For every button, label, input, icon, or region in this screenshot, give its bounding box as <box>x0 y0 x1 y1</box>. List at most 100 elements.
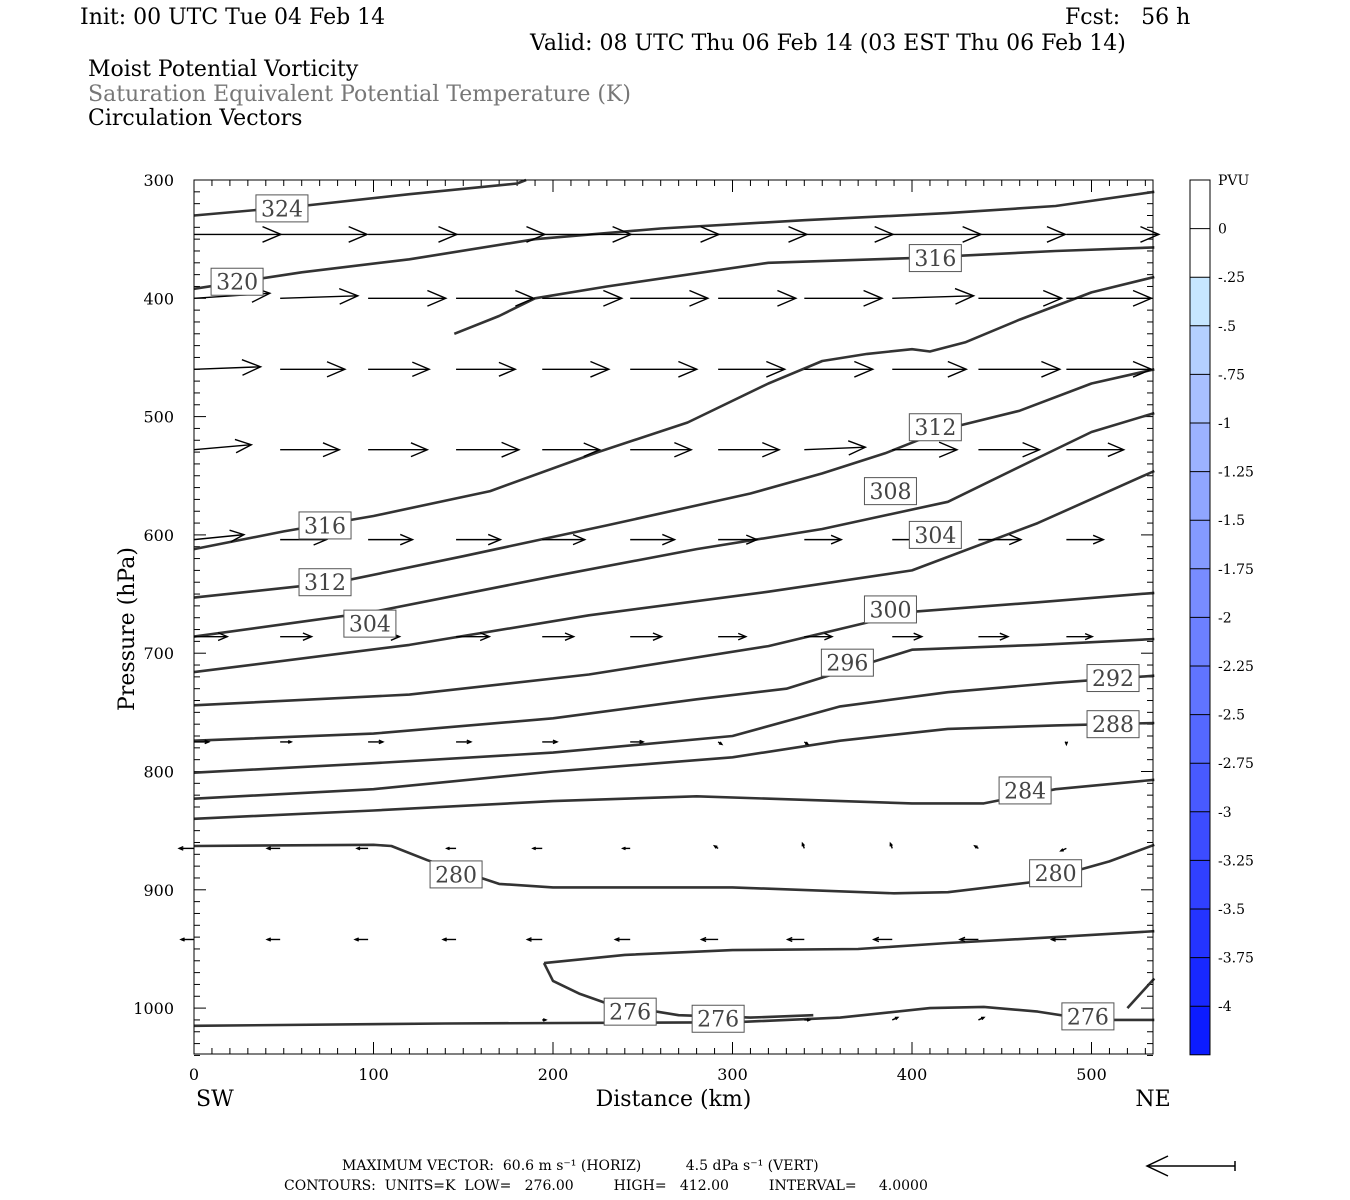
contour-label: 284 <box>1004 779 1046 804</box>
wind-vector <box>368 289 448 307</box>
valid-time: Valid: 08 UTC Thu 06 Feb 14 (03 EST Thu … <box>530 31 1126 56</box>
wind-vector <box>368 533 415 546</box>
wind-vector <box>978 360 1062 378</box>
wind-vector <box>368 442 430 458</box>
wind-vector <box>1066 360 1154 378</box>
wind-vector <box>978 632 1010 641</box>
colorbar-swatch <box>1190 277 1210 326</box>
contour-label: 292 <box>1092 667 1134 692</box>
wind-vector <box>280 442 342 458</box>
wind-vector <box>280 632 314 641</box>
init-time: Init: 00 UTC Tue 04 Feb 14 <box>80 5 386 30</box>
x-tick-label: 400 <box>897 1065 928 1084</box>
contour-label: 316 <box>914 247 956 272</box>
y-tick-label: 400 <box>143 289 174 308</box>
forecast-hour: Fcst: 56 h <box>1065 5 1191 30</box>
reference-vector <box>1145 1155 1236 1177</box>
colorbar-swatch <box>1190 228 1210 278</box>
wind-vector <box>718 289 798 307</box>
wind-vector <box>280 739 294 744</box>
theta-contour-276 <box>193 1005 1155 1028</box>
wind-vector <box>871 936 893 943</box>
wind-vector <box>892 441 959 458</box>
wind-vector <box>630 441 694 458</box>
colorbar-swatch <box>1190 423 1210 472</box>
wind-vector <box>1064 741 1069 747</box>
wind-vector <box>718 534 759 545</box>
x-axis-title: Distance (km) <box>596 1087 752 1112</box>
contour-label: 304 <box>914 524 956 549</box>
wind-vector <box>785 936 805 943</box>
colorbar-label: -2.5 <box>1218 708 1245 724</box>
x-tick-label: 100 <box>358 1065 389 1084</box>
colorbar-label: 0 <box>1218 222 1227 238</box>
wind-vector <box>718 360 787 378</box>
wind-vector <box>265 846 281 851</box>
wind-vector <box>1066 289 1154 307</box>
colorbar-swatch <box>1190 1006 1210 1055</box>
wind-vector <box>1066 534 1106 545</box>
x-tick-label: 300 <box>717 1065 748 1084</box>
contour-label: 320 <box>216 271 258 296</box>
wind-vector <box>531 846 543 851</box>
contour-label-box <box>255 194 309 223</box>
wind-vector <box>892 225 983 243</box>
wind-vector <box>542 739 559 745</box>
field-title-theta: Saturation Equivalent Potential Temperat… <box>88 82 631 107</box>
colorbar-swatch <box>1190 617 1210 666</box>
colorbar-swatch <box>1190 811 1210 861</box>
wind-vector <box>456 225 547 243</box>
wind-vector <box>889 841 893 849</box>
y-tick-label: 700 <box>143 644 174 663</box>
contour-label-box <box>603 997 657 1026</box>
theta-contour-292 <box>193 674 1155 774</box>
sw-label: SW <box>196 1087 234 1112</box>
colorbar-swatch <box>1190 471 1210 521</box>
wind-vector <box>193 359 263 376</box>
wind-vector <box>630 289 710 307</box>
contour-info: CONTOURS: UNITS=K LOW= 276.00 HIGH= 412.… <box>284 1178 928 1194</box>
colorbar-label: -1.75 <box>1218 562 1254 578</box>
wind-vector <box>891 1016 900 1021</box>
wind-vector <box>542 442 602 458</box>
wind-vector <box>542 289 624 307</box>
wind-vector <box>355 846 369 851</box>
colorbar-label: -1.25 <box>1218 465 1254 481</box>
contour-label-box <box>298 568 352 597</box>
contour-label: 312 <box>304 571 346 596</box>
colorbar-label: -.75 <box>1218 367 1245 383</box>
contour-label-box <box>1061 1002 1115 1031</box>
wind-vector <box>1049 937 1067 942</box>
colorbar-label: -3.5 <box>1218 902 1245 918</box>
wind-vector <box>613 937 631 942</box>
contour-label: 276 <box>609 1001 651 1026</box>
circulation-vectors <box>177 225 1161 1022</box>
contour-label: 276 <box>1067 1005 1109 1030</box>
colorbar-label: -3.75 <box>1218 951 1254 967</box>
contour-label-box <box>691 1004 745 1033</box>
wind-vector <box>265 937 281 942</box>
wind-vector <box>456 739 473 745</box>
contour-label: 312 <box>914 416 956 441</box>
contour-label-box <box>908 413 962 442</box>
wind-vector <box>978 441 1042 458</box>
y-tick-label: 300 <box>143 171 174 190</box>
wind-vector <box>712 844 719 849</box>
theta-contour-300 <box>193 591 1155 707</box>
colorbar-swatch <box>1190 909 1210 958</box>
contour-label: 296 <box>826 652 868 677</box>
contour-label-box <box>429 860 483 889</box>
wind-vector <box>699 936 719 943</box>
wind-vector <box>630 632 664 641</box>
wind-vector <box>445 846 457 851</box>
theta-contour-304 <box>193 469 1155 674</box>
wind-vector <box>456 361 518 377</box>
wind-vector <box>804 289 884 307</box>
wind-vector <box>542 534 587 546</box>
contour-label: 280 <box>1035 862 1077 887</box>
wind-vector <box>803 741 810 746</box>
x-tick-label: 500 <box>1076 1065 1107 1084</box>
colorbar-label: -2.75 <box>1218 756 1254 772</box>
wind-vector <box>542 360 611 378</box>
axis-labels: 0 100 200 300 400 500 300 400 500 600 700 800 900 100… <box>115 171 1171 1112</box>
